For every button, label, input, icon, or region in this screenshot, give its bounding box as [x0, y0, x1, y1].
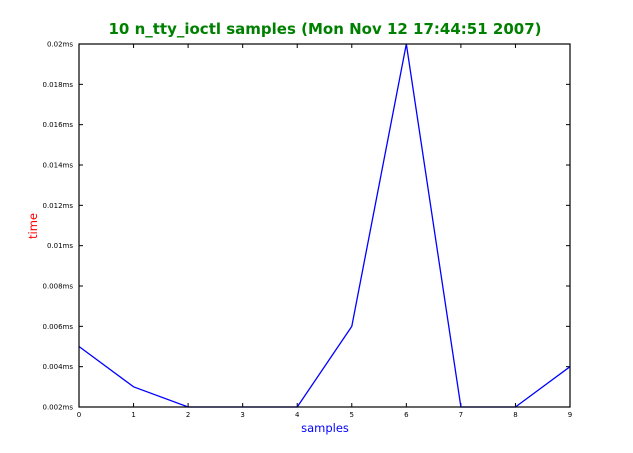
x-axis-label: samples [301, 421, 349, 435]
x-tick-label: 4 [295, 411, 300, 419]
chart-title: 10 n_tty_ioctl samples (Mon Nov 12 17:44… [108, 20, 541, 38]
x-tick-label: 3 [240, 411, 244, 419]
x-tick-label: 8 [513, 411, 517, 419]
x-tick-label: 5 [350, 411, 354, 419]
y-tick-label: 0.002ms [42, 404, 73, 412]
y-tick-label: 0.004ms [42, 363, 73, 371]
x-tick-label: 2 [186, 411, 190, 419]
y-tick-label: 0.016ms [42, 121, 73, 129]
y-tick-label: 0.02ms [47, 41, 73, 49]
x-tick-label: 6 [404, 411, 409, 419]
x-tick-label: 1 [131, 411, 135, 419]
x-tick-label: 7 [459, 411, 463, 419]
y-tick-label: 0.012ms [42, 202, 73, 210]
y-axis-ticks: 0.002ms 0.004ms 0.006ms 0.008ms 0.01ms 0.012m… [42, 41, 570, 412]
y-tick-label: 0.014ms [42, 162, 73, 170]
x-tick-label: 0 [77, 411, 81, 419]
y-axis-label: time [26, 213, 40, 239]
plot-frame [78, 43, 571, 408]
y-tick-label: 0.018ms [42, 81, 73, 89]
x-tick-label: 9 [568, 411, 572, 419]
y-tick-label: 0.01ms [47, 242, 73, 250]
y-tick-label: 0.008ms [42, 283, 73, 291]
y-tick-label: 0.006ms [42, 323, 73, 331]
